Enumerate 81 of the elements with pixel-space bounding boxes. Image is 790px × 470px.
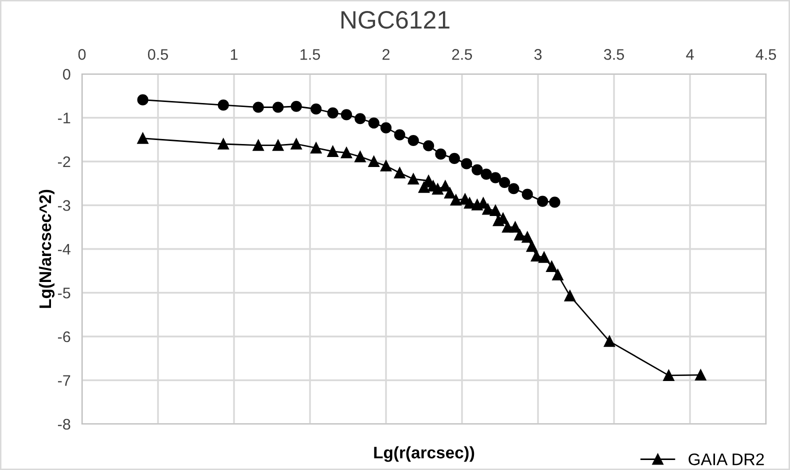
y-tick-label: -2 <box>58 156 70 168</box>
point <box>252 140 264 151</box>
point <box>137 94 148 106</box>
point <box>490 172 501 184</box>
point <box>218 100 229 111</box>
point <box>137 132 148 144</box>
point <box>499 176 510 188</box>
point <box>252 102 264 113</box>
point <box>482 204 494 215</box>
point <box>340 147 352 158</box>
point <box>663 370 674 381</box>
point <box>290 138 302 150</box>
x-tick-label: 1.5 <box>300 49 320 60</box>
legend-label: GAIA DR2 <box>688 453 764 466</box>
point <box>448 152 460 164</box>
y-tick-label: -3 <box>58 200 70 211</box>
point <box>510 222 521 233</box>
point <box>340 109 352 120</box>
y-axis-title: Lg(N/arcsec^2) <box>38 190 55 308</box>
y-tick-label: -7 <box>58 375 70 386</box>
point <box>695 369 706 381</box>
point <box>435 148 446 160</box>
point <box>522 188 533 200</box>
point <box>530 250 542 262</box>
point <box>327 146 338 157</box>
point <box>472 164 483 176</box>
point <box>522 232 533 243</box>
point <box>354 151 366 162</box>
point <box>526 240 538 252</box>
point <box>380 122 392 134</box>
point <box>408 134 419 146</box>
x-axis-title: Lg(r(arcsec)) <box>374 446 474 462</box>
point <box>490 204 501 216</box>
point <box>549 196 560 208</box>
point <box>368 156 380 168</box>
point <box>480 168 492 180</box>
point <box>272 102 284 113</box>
x-tick-label: 1 <box>230 49 238 60</box>
point <box>394 167 406 178</box>
x-tick-label: 0 <box>78 49 86 60</box>
point <box>552 269 564 280</box>
point <box>368 117 380 129</box>
point <box>450 194 462 206</box>
point <box>440 180 451 192</box>
point <box>461 158 472 170</box>
point <box>310 142 322 154</box>
point <box>464 198 476 209</box>
y-tick-label: -8 <box>58 418 70 430</box>
x-tick-label: 0.5 <box>148 49 168 60</box>
point <box>272 140 284 151</box>
x-tick-label: 4.5 <box>756 49 776 60</box>
point <box>564 290 576 302</box>
point <box>327 107 338 118</box>
point <box>514 229 526 241</box>
point <box>394 129 406 140</box>
point <box>538 252 550 263</box>
y-tick-label: -6 <box>58 331 70 342</box>
y-tick-label: -4 <box>58 244 70 255</box>
point <box>508 183 520 194</box>
point <box>423 140 434 152</box>
point <box>290 100 302 112</box>
point <box>604 336 615 347</box>
point <box>354 113 366 124</box>
x-tick-label: 2 <box>382 49 390 60</box>
point <box>546 260 558 272</box>
point <box>380 160 392 172</box>
point <box>444 187 456 199</box>
point <box>418 182 430 193</box>
y-tick-label: 0 <box>62 68 70 80</box>
point <box>537 196 548 207</box>
x-tick-label: 2.5 <box>452 49 472 60</box>
y-tick-label: -1 <box>58 112 70 124</box>
point <box>218 138 229 150</box>
x-tick-label: 3 <box>534 49 542 60</box>
x-tick-label: 4 <box>686 49 694 60</box>
point <box>408 173 419 185</box>
chart-title: NGC6121 <box>341 11 450 29</box>
x-tick-label: 3.5 <box>604 49 624 60</box>
point <box>310 103 322 115</box>
point <box>432 184 444 195</box>
y-tick-label: -5 <box>58 288 70 298</box>
